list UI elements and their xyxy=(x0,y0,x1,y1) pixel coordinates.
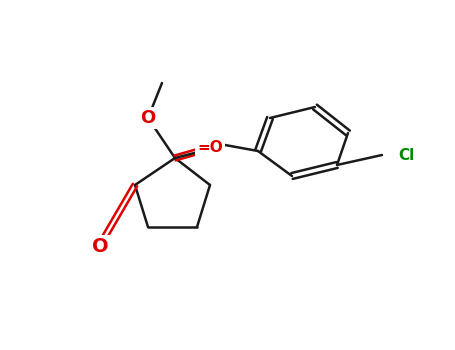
Text: O: O xyxy=(141,109,156,127)
Text: O: O xyxy=(92,238,108,257)
Text: Cl: Cl xyxy=(398,147,414,162)
Text: =O: =O xyxy=(197,140,223,155)
